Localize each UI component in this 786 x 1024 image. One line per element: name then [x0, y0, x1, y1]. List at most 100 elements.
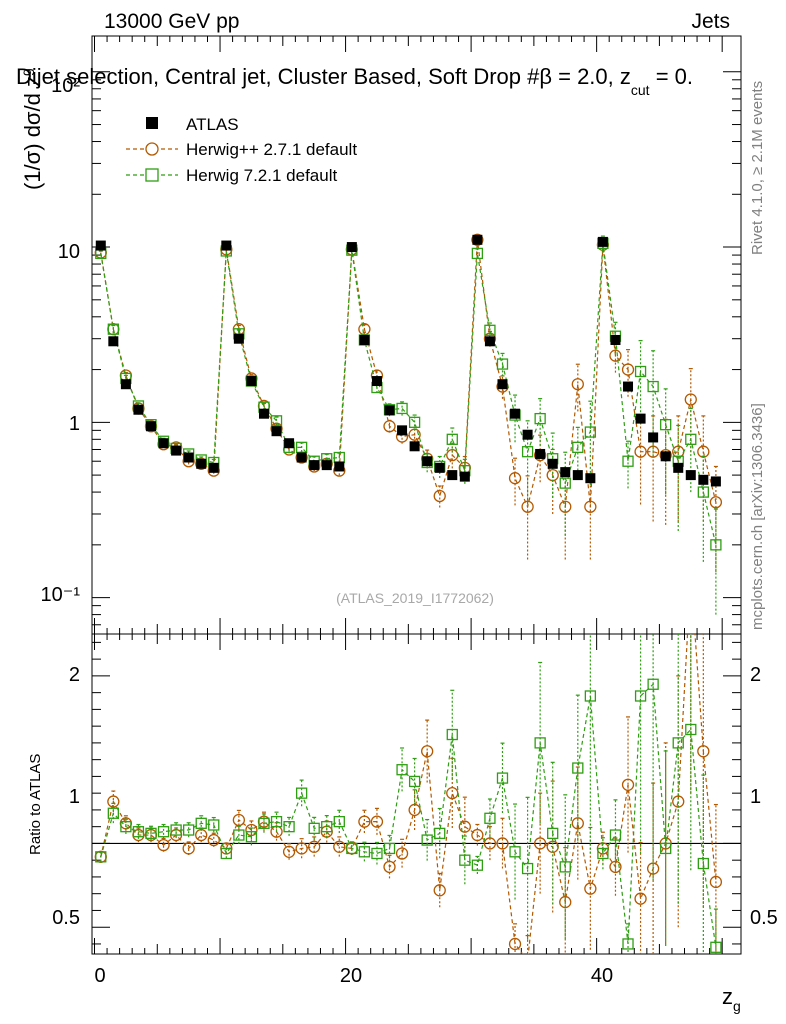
herwig7-ratio-point [446, 728, 458, 741]
atlas-point [484, 336, 495, 347]
atlas-point [522, 429, 533, 440]
atlas-point [233, 333, 244, 344]
x-axis-label-main: z [722, 984, 733, 1009]
herwigpp-ratio-point [157, 838, 170, 852]
atlas-point [685, 470, 696, 481]
atlas-point [309, 460, 320, 471]
herwig7-ratio-point [521, 862, 534, 875]
ratio-tick-label-1-left: 1 [69, 786, 80, 808]
plot-title-sub: cut [631, 82, 650, 98]
herwig7-ratio-point [459, 854, 471, 866]
atlas-point [321, 460, 332, 471]
series-line-1 [100, 239, 717, 509]
atlas-point [221, 240, 232, 251]
atlas-point [547, 458, 558, 469]
herwigpp-point [609, 349, 622, 362]
herwig7-ratio-point [484, 812, 496, 824]
ratio-series-layer [94, 570, 723, 954]
herwig7-ratio-point [584, 690, 597, 702]
legend-herwigpp-label: Herwig++ 2.7.1 default [186, 140, 357, 159]
herwigpp-point [508, 472, 522, 485]
herwig7-ratio-point [258, 817, 270, 829]
herwigpp-ratio-point [408, 803, 421, 817]
legend-herwig7-label: Herwig 7.2.1 default [186, 166, 337, 185]
legend-herwigpp-marker [145, 142, 159, 156]
herwig7-ratio-point [270, 815, 283, 828]
herwig7-ratio-point [434, 827, 446, 840]
herwigpp-ratio-point [207, 833, 220, 847]
herwig7-point [685, 433, 697, 445]
herwig7-point [710, 539, 722, 551]
herwig7-ratio-point [208, 819, 220, 831]
herwig7-point [396, 402, 408, 415]
legend-atlas-label: ATLAS [186, 115, 239, 134]
herwigpp-ratio-point [433, 884, 446, 897]
herwig7-point [622, 455, 634, 467]
herwig7-point [408, 416, 421, 428]
herwigpp-point [621, 363, 635, 376]
herwig7-point [471, 247, 484, 260]
atlas-point [710, 476, 721, 487]
x-tick-label-0: 0 [94, 965, 105, 987]
herwig7-ratio-point [183, 824, 195, 836]
herwig7-point [270, 415, 283, 427]
rivet-version-label: Rivet 4.1.0, ≥ 2.1M events [749, 81, 766, 255]
herwig7-ratio-point [534, 737, 546, 749]
herwig7-ratio-point [609, 829, 622, 841]
herwigpp-point [521, 500, 534, 513]
x-axis-label-sub: g [733, 998, 741, 1014]
herwig7-point [559, 477, 571, 489]
ratio-tick-label-0.5-left: 0.5 [52, 907, 80, 929]
herwig7-point [660, 419, 672, 431]
herwigpp-ratio-point [533, 837, 547, 850]
herwigpp-ratio-point [358, 815, 371, 828]
herwig7-ratio-point [496, 772, 509, 784]
herwigpp-ratio-point [195, 828, 208, 842]
herwig7-ratio-point [95, 851, 107, 863]
herwigpp-ratio-point [697, 745, 710, 758]
main-y-axis-label: (1/σ) dσ/d zg [18, 68, 45, 190]
atlas-point [409, 441, 420, 452]
herwig7-ratio-point [195, 817, 207, 829]
y-tick-label-1: 1 [69, 413, 80, 435]
atlas-point [208, 462, 219, 473]
atlas-point [434, 462, 445, 473]
herwig7-point [446, 433, 458, 445]
herwigpp-ratio-point [483, 837, 497, 850]
herwig7-ratio-point [283, 821, 295, 833]
atlas-point [246, 376, 257, 387]
herwig7-ratio-point [710, 941, 722, 953]
atlas-point [95, 240, 106, 251]
ratio-line-1 [100, 634, 717, 954]
herwig7-ratio-point [170, 824, 182, 836]
atlas-point [585, 473, 596, 484]
herwigpp-ratio-point [421, 745, 434, 758]
atlas-point [146, 421, 156, 432]
herwigpp-ratio-point [621, 778, 635, 791]
main-y-axis-label-main: (1/σ) dσ/d z [20, 76, 45, 190]
atlas-point [673, 462, 684, 473]
herwigpp-ratio-point [395, 847, 409, 860]
ratio-tick-label-2-right: 2 [750, 664, 761, 686]
herwig7-ratio-point [145, 827, 157, 840]
herwigpp-point [559, 500, 572, 513]
herwigpp-ratio-point [685, 570, 696, 581]
herwig7-ratio-point [408, 775, 421, 788]
series-line-2 [100, 243, 717, 545]
herwigpp-ratio-point [508, 937, 522, 951]
energy-label: 13000 GeV pp [104, 10, 239, 33]
atlas-point [472, 234, 483, 245]
herwig7-ratio-point [396, 764, 408, 776]
herwigpp-ratio-point [634, 892, 647, 905]
herwig7-ratio-point [597, 847, 609, 860]
atlas-point [510, 408, 521, 419]
herwig7-ratio-point [547, 827, 559, 840]
herwig7-point [521, 446, 534, 458]
herwigpp-point [646, 445, 660, 458]
atlas-point [120, 379, 131, 390]
main-series-layer [94, 233, 723, 615]
y-tick-label-100: 10² [51, 75, 80, 97]
herwig7-ratio-point [421, 834, 433, 846]
atlas-point [158, 438, 169, 449]
herwig7-ratio-point [509, 846, 521, 858]
